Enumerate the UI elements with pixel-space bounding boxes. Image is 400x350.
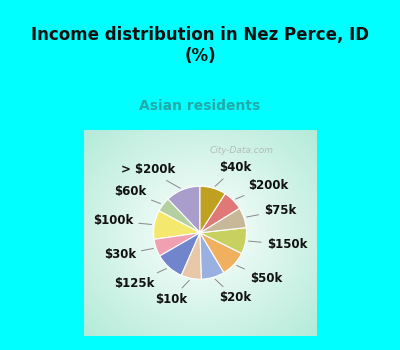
Text: $50k: $50k bbox=[237, 265, 282, 285]
Text: Income distribution in Nez Perce, ID
(%): Income distribution in Nez Perce, ID (%) bbox=[31, 26, 369, 65]
Text: $75k: $75k bbox=[247, 204, 296, 217]
Text: > $200k: > $200k bbox=[120, 163, 180, 188]
Text: $10k: $10k bbox=[155, 280, 189, 306]
Wedge shape bbox=[160, 233, 200, 275]
Wedge shape bbox=[200, 228, 246, 253]
Text: $20k: $20k bbox=[215, 279, 251, 304]
Wedge shape bbox=[200, 186, 225, 233]
Text: $60k: $60k bbox=[114, 185, 160, 204]
Text: Asian residents: Asian residents bbox=[139, 99, 261, 113]
Wedge shape bbox=[154, 233, 200, 256]
Wedge shape bbox=[200, 233, 224, 279]
Text: $30k: $30k bbox=[104, 248, 153, 261]
Wedge shape bbox=[200, 194, 240, 233]
Wedge shape bbox=[200, 208, 246, 233]
Text: City-Data.com: City-Data.com bbox=[210, 146, 274, 155]
Text: $40k: $40k bbox=[215, 161, 251, 186]
Wedge shape bbox=[159, 199, 200, 233]
Text: $100k: $100k bbox=[93, 215, 152, 228]
Text: $200k: $200k bbox=[236, 179, 288, 199]
Wedge shape bbox=[154, 211, 200, 239]
Text: $125k: $125k bbox=[114, 268, 166, 290]
Wedge shape bbox=[181, 233, 202, 279]
Wedge shape bbox=[168, 186, 200, 233]
Wedge shape bbox=[200, 233, 242, 273]
Text: $150k: $150k bbox=[248, 238, 307, 251]
